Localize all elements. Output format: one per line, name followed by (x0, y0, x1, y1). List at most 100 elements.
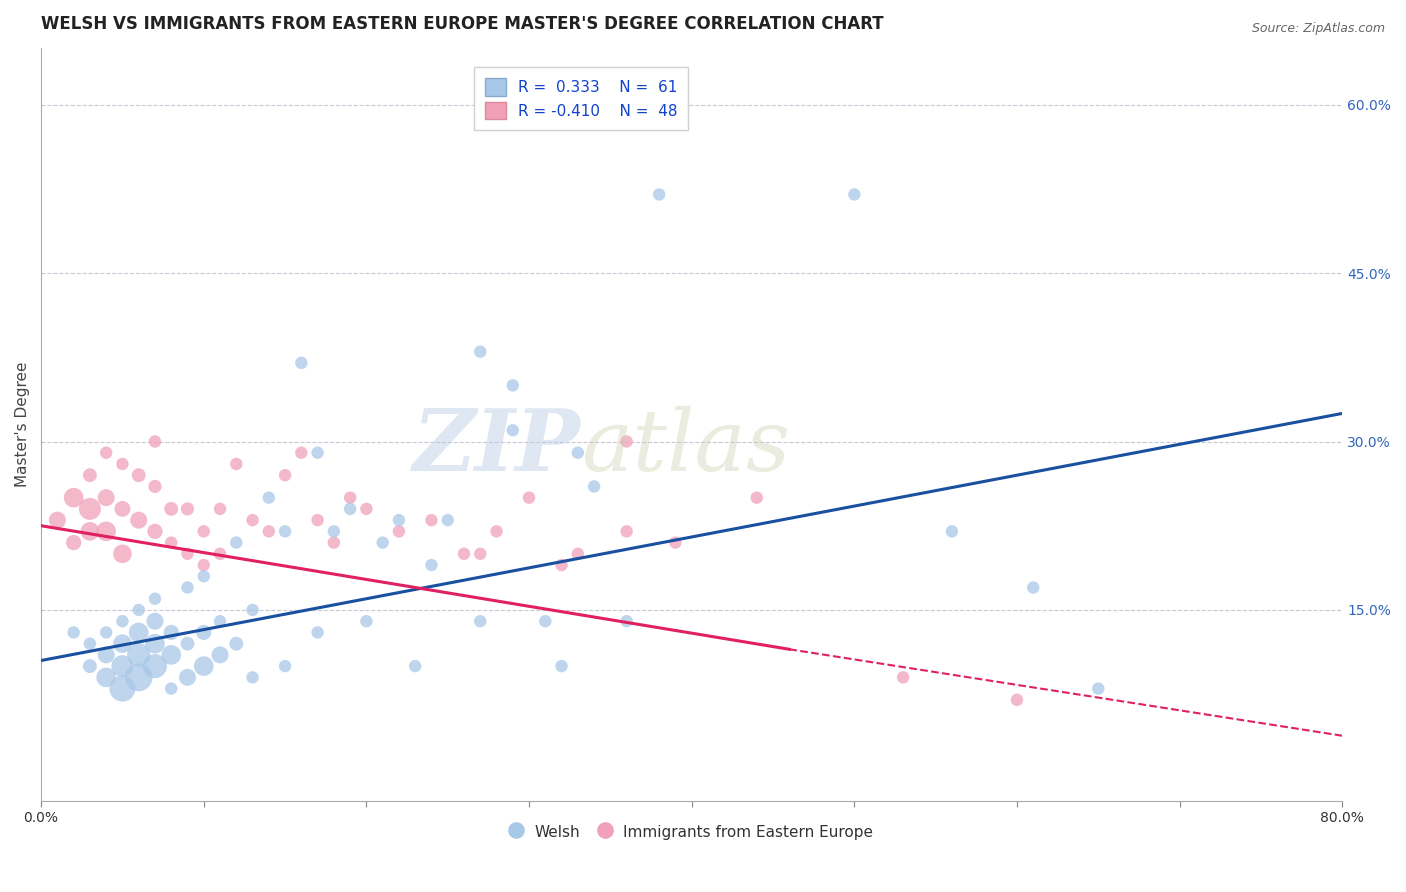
Point (143, 637, 166, 651)
Point (1087, 681, 1109, 696)
Point (844, 187, 866, 202)
Point (274, 659, 297, 673)
Point (371, 535, 394, 549)
Point (420, 513, 443, 527)
Point (567, 547, 589, 561)
Point (96, 491, 118, 505)
Point (176, 547, 198, 561)
Point (128, 513, 150, 527)
Point (176, 637, 198, 651)
Point (160, 681, 183, 696)
Point (128, 603, 150, 617)
Point (79, 524, 101, 539)
Point (257, 491, 280, 505)
Point (176, 502, 198, 516)
Point (274, 524, 297, 539)
Point (616, 434, 638, 449)
Point (193, 625, 215, 640)
Point (111, 681, 134, 696)
Point (111, 637, 134, 651)
Point (745, 491, 768, 505)
Point (567, 446, 589, 460)
Point (193, 569, 215, 583)
Point (225, 457, 247, 471)
Point (96, 446, 118, 460)
Point (388, 513, 411, 527)
Point (339, 491, 361, 505)
Point (470, 344, 492, 359)
Point (453, 547, 475, 561)
Point (470, 547, 492, 561)
Point (79, 502, 101, 516)
Text: Source: ZipAtlas.com: Source: ZipAtlas.com (1251, 22, 1385, 36)
Point (517, 491, 540, 505)
Point (941, 524, 963, 539)
Point (96, 625, 118, 640)
Point (502, 423, 524, 437)
Point (111, 502, 134, 516)
Point (111, 614, 134, 628)
Point (193, 558, 215, 572)
Point (46, 513, 69, 527)
Point (128, 670, 150, 684)
Point (257, 524, 280, 539)
Legend: Welsh, Immigrants from Eastern Europe: Welsh, Immigrants from Eastern Europe (505, 818, 879, 846)
Point (648, 187, 671, 202)
Point (62, 491, 84, 505)
Point (111, 547, 134, 561)
Point (290, 446, 312, 460)
Point (485, 524, 508, 539)
Point (160, 648, 183, 662)
Point (128, 468, 150, 483)
Point (62, 535, 84, 549)
Text: atlas: atlas (581, 406, 790, 489)
Point (143, 659, 166, 673)
Point (436, 513, 458, 527)
Point (79, 637, 101, 651)
Point (96, 524, 118, 539)
Text: ZIP: ZIP (413, 406, 581, 489)
Text: WELSH VS IMMIGRANTS FROM EASTERN EUROPE MASTER'S DEGREE CORRELATION CHART: WELSH VS IMMIGRANTS FROM EASTERN EUROPE … (41, 15, 884, 33)
Point (616, 524, 638, 539)
Point (62, 625, 84, 640)
Point (307, 446, 329, 460)
Point (96, 648, 118, 662)
Point (143, 591, 166, 606)
Point (208, 614, 231, 628)
Point (96, 670, 118, 684)
Y-axis label: Master's Degree: Master's Degree (15, 362, 30, 487)
Point (388, 524, 411, 539)
Point (143, 434, 166, 449)
Point (583, 479, 606, 493)
Point (208, 648, 231, 662)
Point (1022, 581, 1045, 595)
Point (242, 670, 264, 684)
Point (339, 502, 361, 516)
Point (307, 513, 329, 527)
Point (307, 625, 329, 640)
Point (143, 614, 166, 628)
Point (356, 614, 378, 628)
Point (356, 502, 378, 516)
Point (616, 614, 638, 628)
Point (242, 513, 264, 527)
Point (79, 468, 101, 483)
Point (274, 468, 297, 483)
Point (664, 535, 686, 549)
Point (225, 535, 247, 549)
Point (111, 659, 134, 673)
Point (502, 378, 524, 392)
Point (242, 603, 264, 617)
Point (322, 524, 344, 539)
Point (225, 637, 247, 651)
Point (111, 457, 134, 471)
Point (290, 356, 312, 370)
Point (160, 625, 183, 640)
Point (550, 558, 572, 572)
Point (208, 547, 231, 561)
Point (891, 670, 914, 684)
Point (404, 659, 426, 673)
Point (420, 558, 443, 572)
Point (160, 502, 183, 516)
Point (176, 581, 198, 595)
